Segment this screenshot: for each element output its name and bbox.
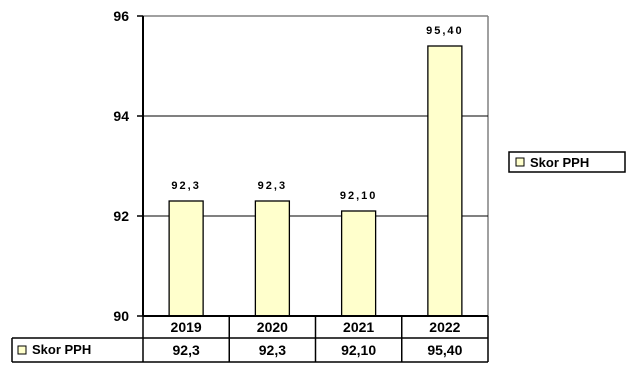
- table-value-2019: 92,3: [173, 342, 200, 358]
- table-value-2020: 92,3: [259, 342, 286, 358]
- y-tick-label: 94: [113, 108, 129, 124]
- table-header-2022: 2022: [429, 319, 460, 335]
- y-tick-label: 92: [113, 208, 129, 224]
- legend-label: Skor PPH: [530, 155, 589, 170]
- bars: [168, 45, 463, 317]
- table-value-2022: 95,40: [427, 342, 462, 358]
- legend-box: [508, 151, 626, 173]
- bar-2019: [168, 200, 204, 317]
- y-tick-label: 90: [113, 308, 129, 324]
- table-header-2020: 2020: [257, 319, 288, 335]
- table-legend-key: [17, 345, 27, 355]
- y-axis-ticks: 90 92 94 96: [113, 8, 144, 324]
- data-label-2019: 92,3: [171, 180, 200, 192]
- bar-2022: [427, 45, 463, 317]
- y-tick-label: 96: [113, 8, 129, 24]
- data-labels: 92,3 92,3 92,10 95,40: [171, 25, 464, 202]
- bar-2021: [340, 210, 377, 317]
- table-value-2021: 92,10: [341, 342, 376, 358]
- table-header-2019: 2019: [171, 319, 202, 335]
- legend: Skor PPH: [508, 151, 626, 173]
- data-label-2021: 92,10: [340, 190, 378, 202]
- data-label-2020: 92,3: [258, 180, 287, 192]
- data-label-2022: 95,40: [426, 25, 464, 37]
- bar-2020: [254, 200, 291, 317]
- legend-key: [515, 157, 525, 167]
- data-table: 2019 92,3 2020 92,3 2021 92,10 2022 95,40 Skor P…: [11, 315, 489, 363]
- table-header-2021: 2021: [343, 319, 374, 335]
- table-series-name: Skor PPH: [32, 342, 91, 357]
